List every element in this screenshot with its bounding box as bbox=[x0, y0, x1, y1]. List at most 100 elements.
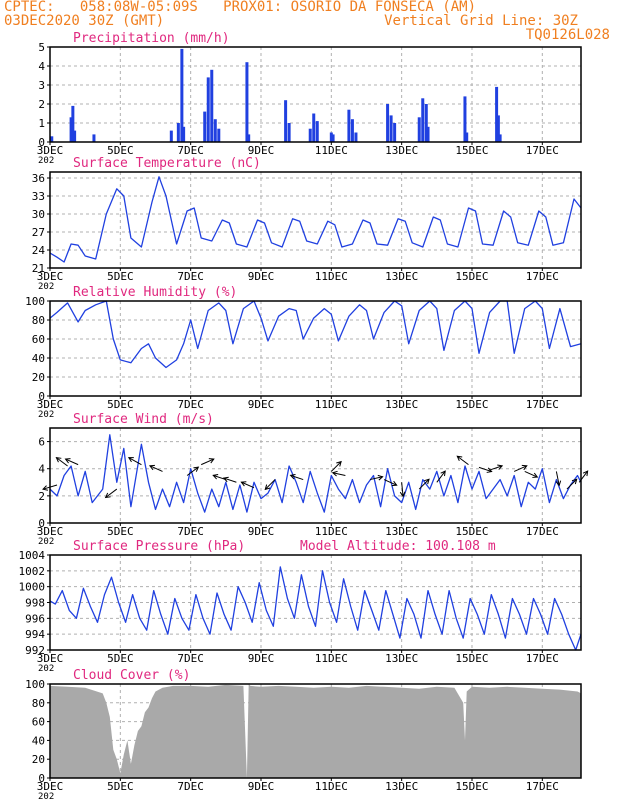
precip-bar bbox=[182, 126, 186, 142]
x-tick-label: 3DEC bbox=[37, 398, 64, 411]
wind-arrow-shaft bbox=[241, 481, 255, 489]
y-tick-label: 30 bbox=[32, 208, 45, 221]
cloud-area bbox=[50, 684, 581, 778]
wind-arrow-shaft bbox=[65, 458, 79, 466]
wind-arrow-head bbox=[336, 460, 342, 467]
wind-arrow-head bbox=[456, 455, 463, 462]
wind-arrow-head bbox=[127, 457, 134, 463]
precip-bar bbox=[350, 119, 354, 142]
x-tick-label: 9DEC bbox=[248, 144, 275, 157]
panel-frame bbox=[49, 46, 582, 143]
y-tick-label: 992 bbox=[25, 644, 45, 657]
rh-series-line bbox=[49, 300, 582, 369]
wind-arrow-shaft bbox=[213, 474, 226, 481]
x-tick-label: 11DEC bbox=[315, 652, 348, 665]
precip-bar bbox=[69, 117, 73, 142]
precip-bar bbox=[169, 130, 173, 142]
precip-bar bbox=[495, 86, 499, 142]
precip-bar bbox=[315, 121, 319, 142]
wind-arrow-head bbox=[264, 484, 271, 491]
x-tick-label: 3DEC bbox=[37, 144, 64, 157]
x-tick-label: 7DEC bbox=[177, 398, 204, 411]
panel-pressure: 992 994 996 998 1000 1002 1004 3DEC 5DEC 7DEC 9DEC… bbox=[19, 539, 582, 674]
precip-bar bbox=[308, 128, 312, 142]
wind-arrow-shaft bbox=[489, 465, 503, 471]
y-tick-label: 20 bbox=[32, 371, 45, 384]
precip-bar bbox=[496, 115, 500, 142]
y-tick-label: 0 bbox=[38, 517, 45, 530]
panel-precip: 0 1 2 3 4 5 3DEC 5DEC 7DEC 9DEC 11DEC 13DEC 15DEC 17D… bbox=[37, 31, 582, 166]
wind-arrow-shaft bbox=[149, 465, 163, 472]
panel-temp: 21 24 27 30 33 36 3DEC 5DEC 7DEC 9DEC 11DEC 13DEC 15… bbox=[32, 156, 582, 292]
x-tick-label: 15DEC bbox=[455, 144, 488, 157]
x-year-stub: 202 bbox=[38, 410, 54, 420]
panel-title: Cloud Cover (%) bbox=[73, 668, 190, 683]
wind-arrow-head bbox=[571, 478, 578, 485]
y-tick-label: 20 bbox=[32, 753, 45, 766]
wind-series-line bbox=[49, 434, 582, 513]
panel-frame bbox=[49, 300, 582, 397]
x-tick-label: 3DEC bbox=[37, 525, 64, 538]
x-tick-label: 3DEC bbox=[37, 270, 64, 283]
wind-arrow-shaft bbox=[418, 478, 430, 490]
x-tick-label: 9DEC bbox=[248, 270, 275, 283]
wind-arrow-shaft bbox=[128, 457, 142, 466]
x-tick-label: 5DEC bbox=[107, 525, 134, 538]
x-tick-label: 13DEC bbox=[385, 652, 418, 665]
wind-arrow-head bbox=[104, 492, 111, 499]
y-tick-label: 996 bbox=[25, 612, 45, 625]
wind-arrow-shaft bbox=[290, 474, 304, 481]
precip-bar bbox=[426, 126, 430, 142]
wind-arrow-head bbox=[497, 464, 504, 470]
precip-bar bbox=[203, 111, 207, 142]
wind-arrow-shaft bbox=[186, 466, 199, 476]
precip-bar bbox=[393, 123, 397, 142]
y-tick-label: 40 bbox=[32, 352, 45, 365]
header-grid-note: Vertical Grid Line: 30Z bbox=[384, 13, 578, 29]
x-tick-label: 17DEC bbox=[526, 144, 559, 157]
wind-arrow-head bbox=[208, 458, 215, 464]
y-tick-label: 998 bbox=[25, 597, 45, 610]
wind-arrow-head bbox=[64, 458, 71, 464]
wind-arrow-head bbox=[222, 476, 229, 483]
y-tick-label: 2 bbox=[38, 98, 45, 111]
y-tick-label: 5 bbox=[38, 41, 45, 54]
y-tick-label: 24 bbox=[32, 244, 46, 257]
precip-bar bbox=[247, 134, 251, 142]
x-year-stub: 202 bbox=[38, 282, 54, 292]
wind-arrow-head bbox=[582, 470, 589, 477]
wind-arrow-shaft bbox=[524, 470, 538, 478]
x-tick-label: 7DEC bbox=[177, 525, 204, 538]
wind-arrow-head bbox=[555, 480, 562, 487]
y-tick-label: 1002 bbox=[19, 565, 46, 578]
precip-bar bbox=[331, 134, 335, 142]
precip-bar bbox=[389, 115, 393, 142]
x-tick-label: 17DEC bbox=[526, 525, 559, 538]
wind-arrow-head bbox=[42, 485, 49, 491]
x-tick-label: 9DEC bbox=[248, 652, 275, 665]
y-tick-label: 1 bbox=[38, 117, 45, 130]
y-tick-label: 80 bbox=[32, 697, 45, 710]
y-tick-label: 80 bbox=[32, 314, 45, 327]
x-tick-label: 15DEC bbox=[455, 525, 488, 538]
x-tick-label: 9DEC bbox=[248, 398, 275, 411]
wind-arrow-shaft bbox=[369, 476, 383, 481]
panel-title: Surface Pressure (hPa) bbox=[73, 539, 245, 554]
x-tick-label: 11DEC bbox=[315, 398, 348, 411]
wind-arrow-head bbox=[391, 480, 398, 487]
temp-series-line bbox=[49, 176, 582, 263]
precip-bar bbox=[417, 117, 421, 142]
x-tick-label: 5DEC bbox=[107, 780, 134, 793]
precip-bar bbox=[284, 100, 288, 142]
wind-arrow-shaft bbox=[555, 471, 560, 486]
panel-title: Relative Humidity (%) bbox=[73, 285, 237, 300]
wind-arrow-head bbox=[193, 466, 200, 472]
panel-rh: 0 20 40 60 80 100 3DEC 5DEC 7DEC 9DEC 11DEC 13DEC 15… bbox=[25, 285, 582, 420]
precip-bar bbox=[213, 119, 217, 142]
x-tick-label: 17DEC bbox=[526, 780, 559, 793]
wind-arrow-shaft bbox=[566, 478, 578, 490]
precip-bar bbox=[421, 98, 425, 142]
precip-bar bbox=[329, 132, 333, 142]
precip-bar bbox=[287, 123, 291, 142]
wind-arrow-head bbox=[212, 473, 219, 480]
